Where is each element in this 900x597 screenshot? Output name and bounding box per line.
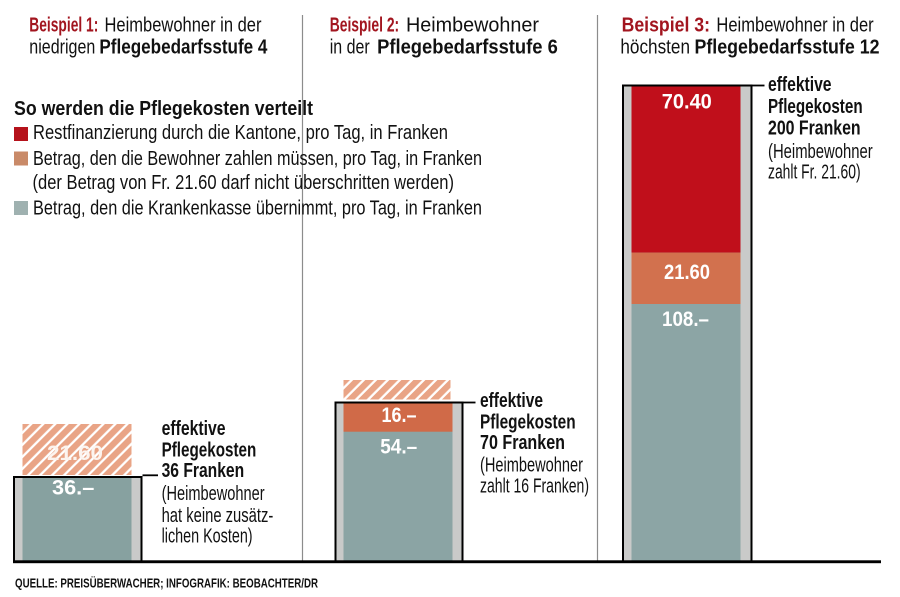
svg-text:Restfinanzierung durch die Kan: Restfinanzierung durch die Kantone, pro …: [33, 122, 448, 144]
svg-text:effektive: effektive: [768, 74, 832, 96]
svg-text:effektive: effektive: [162, 418, 226, 440]
svg-text:Heimbewohner in der: Heimbewohner in der: [105, 15, 262, 37]
svg-text:Beispiel 2:: Beispiel 2:: [330, 15, 400, 37]
svg-text:36.–: 36.–: [52, 477, 95, 500]
svg-text:200 Franken: 200 Franken: [768, 117, 861, 139]
svg-text:21.60: 21.60: [47, 442, 103, 465]
svg-text:Pflegebedarfsstufe 6: Pflegebedarfsstufe 6: [377, 36, 558, 58]
svg-text:höchsten: höchsten: [620, 36, 690, 58]
svg-text:36 Franken: 36 Franken: [162, 460, 245, 482]
svg-text:Heimbewohner: Heimbewohner: [406, 15, 539, 37]
svg-text:21.60: 21.60: [664, 261, 710, 284]
svg-text:Pflegekosten: Pflegekosten: [480, 411, 576, 433]
svg-text:54.–: 54.–: [380, 436, 417, 459]
svg-text:zahlt Fr. 21.60): zahlt Fr. 21.60): [768, 162, 861, 184]
svg-text:QUELLE: PREISÜBERWACHER; INFOG: QUELLE: PREISÜBERWACHER; INFOGRAFIK: BEO…: [15, 576, 318, 591]
svg-text:(Heimbewohner: (Heimbewohner: [162, 483, 265, 505]
svg-text:Heimbewohner in der: Heimbewohner in der: [716, 15, 874, 37]
svg-text:(Heimbewohner: (Heimbewohner: [480, 455, 583, 477]
svg-text:So werden die Pflegekosten ver: So werden die Pflegekosten verteilt: [14, 98, 313, 120]
svg-text:Beispiel 3:: Beispiel 3:: [622, 15, 710, 37]
svg-text:in der: in der: [330, 36, 370, 58]
svg-text:(der Betrag von Fr. 21.60 darf: (der Betrag von Fr. 21.60 darf nicht übe…: [33, 172, 455, 194]
svg-text:niedrigen: niedrigen: [29, 36, 95, 58]
svg-text:Pflegebedarfsstufe 12: Pflegebedarfsstufe 12: [695, 36, 880, 58]
svg-text:effektive: effektive: [480, 390, 543, 412]
svg-text:Beispiel 1:: Beispiel 1:: [29, 15, 98, 37]
svg-text:70.40: 70.40: [662, 91, 712, 114]
svg-text:70 Franken: 70 Franken: [480, 432, 565, 454]
svg-text:Betrag, den die Krankenkasse ü: Betrag, den die Krankenkasse übernimmt, …: [33, 198, 482, 220]
svg-text:16.–: 16.–: [382, 404, 417, 427]
svg-text:(Heimbewohner: (Heimbewohner: [768, 141, 873, 163]
svg-text:Pflegekosten: Pflegekosten: [162, 439, 257, 461]
svg-text:hat keine zusätz-: hat keine zusätz-: [162, 505, 274, 527]
svg-text:zahlt 16 Franken): zahlt 16 Franken): [480, 476, 589, 498]
svg-text:Pflegekosten: Pflegekosten: [768, 96, 863, 118]
svg-text:Betrag, den die Bewohner zahle: Betrag, den die Bewohner zahlen müssen, …: [33, 148, 482, 170]
svg-text:lichen Kosten): lichen Kosten): [162, 526, 253, 548]
svg-text:108.–: 108.–: [662, 308, 709, 331]
svg-text:Pflegebedarfsstufe 4: Pflegebedarfsstufe 4: [99, 36, 268, 58]
